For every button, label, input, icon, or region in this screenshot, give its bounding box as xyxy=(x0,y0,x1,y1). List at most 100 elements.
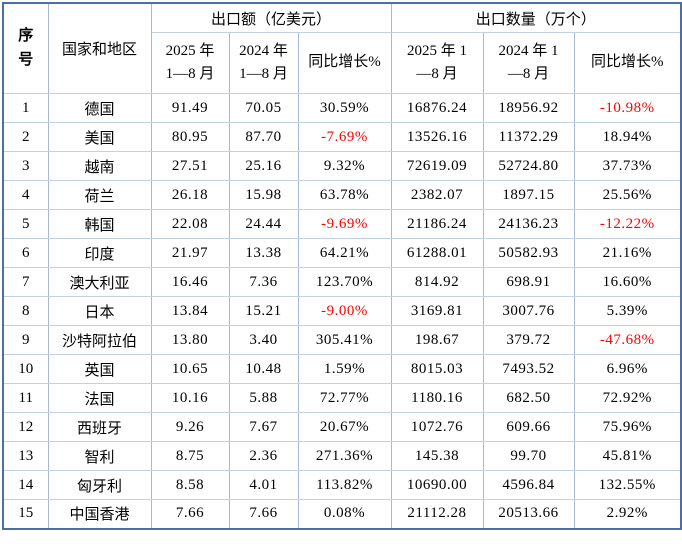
table-row: 4 荷兰 26.18 15.98 63.78% 2382.07 1897.15 25.56% xyxy=(2,180,682,210)
cell-export-qty-2024: 682.50 xyxy=(482,383,575,413)
header-serial-number: 序 号 xyxy=(2,2,49,94)
table-row: 15 中国香港 7.66 7.66 0.08% 21112.28 20513.66 2.92% xyxy=(2,499,682,529)
cell-export-qty-2024: 20513.66 xyxy=(482,499,575,529)
table-row: 14 匈牙利 8.58 4.01 113.82% 10690.00 4596.84 132.5… xyxy=(2,470,682,500)
header-export-qty-2024: 2024 年 1 —8 月 xyxy=(482,32,575,94)
header-export-qty-2025: 2025 年 1 —8 月 xyxy=(390,32,484,94)
cell-country-name: 荷兰 xyxy=(47,180,152,210)
table-row: 5 韩国 22.08 24.44 -9.69% 21186.24 24136.23 -12.2… xyxy=(2,209,682,239)
table-row: 3 越南 27.51 25.16 9.32% 72619.09 52724.80 37.73% xyxy=(2,151,682,181)
cell-export-value-2024: 7.67 xyxy=(228,412,299,442)
cell-export-qty-2025: 145.38 xyxy=(390,441,484,471)
cell-serial-number: 2 xyxy=(2,122,49,152)
cell-export-value-2025: 80.95 xyxy=(150,122,230,152)
cell-export-qty-2025: 10690.00 xyxy=(390,470,484,500)
cell-export-value-yoy: 271.36% xyxy=(297,441,392,471)
cell-export-qty-2024: 3007.76 xyxy=(482,296,575,326)
cell-export-value-2024: 70.05 xyxy=(228,93,299,123)
cell-export-qty-2024: 1897.15 xyxy=(482,180,575,210)
cell-export-value-2024: 24.44 xyxy=(228,209,299,239)
cell-export-value-2024: 3.40 xyxy=(228,325,299,355)
cell-export-qty-yoy: -47.68% xyxy=(573,325,682,355)
cell-serial-number: 8 xyxy=(2,296,49,326)
cell-serial-number: 12 xyxy=(2,412,49,442)
cell-export-value-2024: 4.01 xyxy=(228,470,299,500)
cell-export-qty-2024: 18956.92 xyxy=(482,93,575,123)
cell-export-value-2025: 9.26 xyxy=(150,412,230,442)
cell-export-value-2025: 26.18 xyxy=(150,180,230,210)
cell-export-qty-2025: 21112.28 xyxy=(390,499,484,529)
header-export-value-2024: 2024 年 1—8 月 xyxy=(228,32,299,94)
cell-export-qty-2024: 99.70 xyxy=(482,441,575,471)
cell-country-name: 韩国 xyxy=(47,209,152,239)
cell-export-value-yoy: 30.59% xyxy=(297,93,392,123)
cell-export-qty-yoy: 45.81% xyxy=(573,441,682,471)
cell-export-value-2024: 15.21 xyxy=(228,296,299,326)
table-row: 1 德国 91.49 70.05 30.59% 16876.24 18956.92 -10.9… xyxy=(2,93,682,123)
cell-country-name: 美国 xyxy=(47,122,152,152)
cell-export-value-2024: 2.36 xyxy=(228,441,299,471)
cell-export-value-2024: 25.16 xyxy=(228,151,299,181)
cell-export-qty-yoy: 75.96% xyxy=(573,412,682,442)
cell-export-qty-2025: 13526.16 xyxy=(390,122,484,152)
header-group-export-value: 出口额（亿美元） xyxy=(150,2,392,33)
table-body: 1 德国 91.49 70.05 30.59% 16876.24 18956.92 -10.9… xyxy=(2,93,682,529)
cell-country-name: 沙特阿拉伯 xyxy=(47,325,152,355)
cell-country-name: 西班牙 xyxy=(47,412,152,442)
header-export-qty-yoy: 同比增长% xyxy=(573,32,682,94)
table-row: 10 英国 10.65 10.48 1.59% 8015.03 7493.52 6.96% xyxy=(2,354,682,384)
table-row: 13 智利 8.75 2.36 271.36% 145.38 99.70 45.81% xyxy=(2,441,682,471)
cell-serial-number: 13 xyxy=(2,441,49,471)
table-row: 6 印度 21.97 13.38 64.21% 61288.01 50582.93 21.16… xyxy=(2,238,682,268)
cell-serial-number: 10 xyxy=(2,354,49,384)
cell-export-qty-2024: 379.72 xyxy=(482,325,575,355)
cell-export-value-yoy: -7.69% xyxy=(297,122,392,152)
cell-export-value-yoy: 63.78% xyxy=(297,180,392,210)
cell-export-value-2025: 8.58 xyxy=(150,470,230,500)
cell-country-name: 越南 xyxy=(47,151,152,181)
cell-export-value-yoy: 20.67% xyxy=(297,412,392,442)
cell-export-qty-2024: 7493.52 xyxy=(482,354,575,384)
cell-export-qty-2025: 3169.81 xyxy=(390,296,484,326)
cell-serial-number: 15 xyxy=(2,499,49,529)
cell-export-value-2025: 7.66 xyxy=(150,499,230,529)
cell-country-name: 德国 xyxy=(47,93,152,123)
cell-country-name: 法国 xyxy=(47,383,152,413)
cell-export-qty-yoy: 25.56% xyxy=(573,180,682,210)
cell-export-value-2025: 21.97 xyxy=(150,238,230,268)
cell-export-value-2025: 13.80 xyxy=(150,325,230,355)
cell-export-qty-yoy: 72.92% xyxy=(573,383,682,413)
cell-export-qty-yoy: 21.16% xyxy=(573,238,682,268)
table-row: 9 沙特阿拉伯 13.80 3.40 305.41% 198.67 379.72 -47.68… xyxy=(2,325,682,355)
cell-serial-number: 4 xyxy=(2,180,49,210)
cell-export-qty-yoy: 5.39% xyxy=(573,296,682,326)
cell-export-value-2024: 7.36 xyxy=(228,267,299,297)
cell-export-qty-2025: 1072.76 xyxy=(390,412,484,442)
cell-country-name: 日本 xyxy=(47,296,152,326)
cell-export-value-2025: 10.16 xyxy=(150,383,230,413)
export-statistics-table: 序 号 国家和地区 出口额（亿美元） 出口数量（万个） 2025 年 1—8 月… xyxy=(2,2,682,530)
cell-export-value-2025: 16.46 xyxy=(150,267,230,297)
cell-country-name: 智利 xyxy=(47,441,152,471)
cell-export-qty-yoy: 37.73% xyxy=(573,151,682,181)
cell-export-qty-yoy: -12.22% xyxy=(573,209,682,239)
cell-export-qty-2024: 24136.23 xyxy=(482,209,575,239)
cell-serial-number: 11 xyxy=(2,383,49,413)
cell-export-value-2025: 10.65 xyxy=(150,354,230,384)
cell-export-qty-yoy: 18.94% xyxy=(573,122,682,152)
cell-export-qty-2025: 814.92 xyxy=(390,267,484,297)
cell-export-qty-yoy: 2.92% xyxy=(573,499,682,529)
cell-country-name: 匈牙利 xyxy=(47,470,152,500)
header-group-row: 序 号 国家和地区 出口额（亿美元） 出口数量（万个） xyxy=(2,2,682,94)
cell-export-qty-2025: 8015.03 xyxy=(390,354,484,384)
export-statistics-table-container: 序 号 国家和地区 出口额（亿美元） 出口数量（万个） 2025 年 1—8 月… xyxy=(2,2,682,530)
cell-export-value-yoy: 64.21% xyxy=(297,238,392,268)
cell-serial-number: 6 xyxy=(2,238,49,268)
cell-export-value-yoy: -9.00% xyxy=(297,296,392,326)
cell-export-value-yoy: 1.59% xyxy=(297,354,392,384)
cell-export-value-2025: 27.51 xyxy=(150,151,230,181)
cell-export-qty-2024: 609.66 xyxy=(482,412,575,442)
header-country-region: 国家和地区 xyxy=(47,2,152,94)
cell-export-value-2025: 91.49 xyxy=(150,93,230,123)
cell-serial-number: 14 xyxy=(2,470,49,500)
